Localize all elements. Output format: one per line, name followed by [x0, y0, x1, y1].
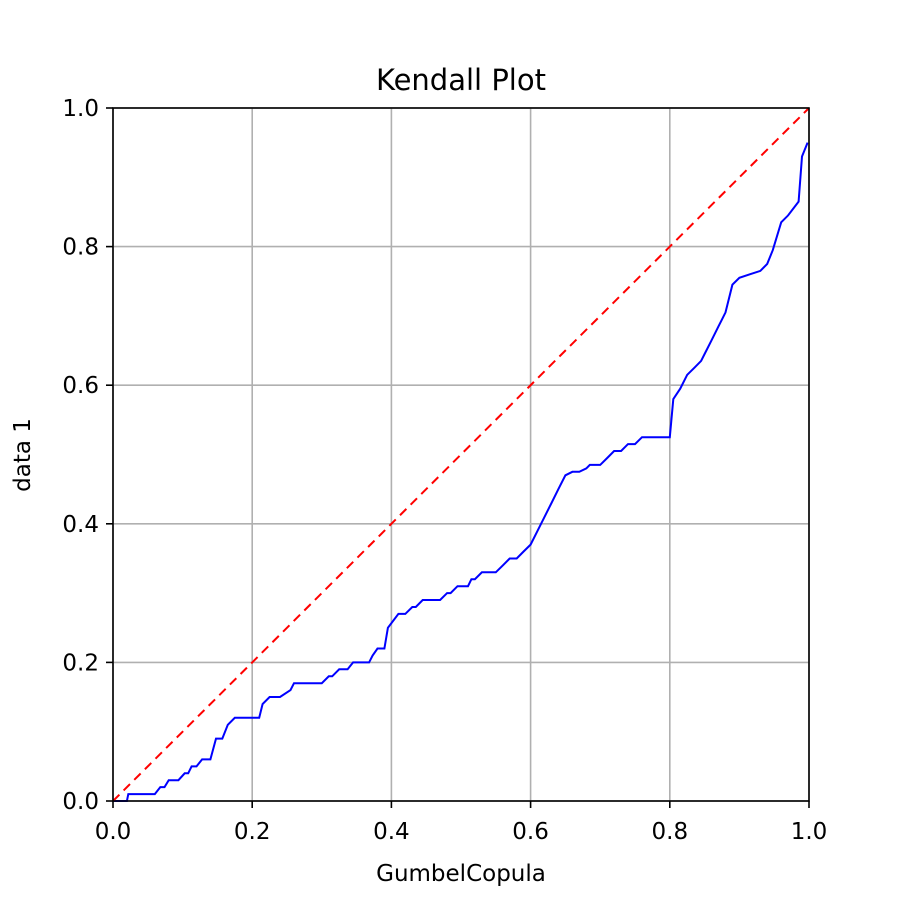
reference-diagonal-line [112, 107, 810, 802]
y-axis-label: data 1 [10, 418, 36, 492]
x-tick-label: 0.0 [95, 819, 132, 845]
y-axis-ticks: 0.0 0.2 0.4 0.6 0.8 1.0 [62, 96, 113, 815]
y-tick-label: 0.2 [62, 650, 99, 676]
series-line-data [113, 142, 809, 802]
chart-title: Kendall Plot [376, 63, 546, 97]
x-axis-label: GumbelCopula [376, 861, 546, 887]
axes-frame [112, 107, 810, 802]
y-tick-label: 0.6 [62, 373, 99, 399]
x-axis-ticks: 0.0 0.2 0.4 0.6 0.8 1.0 [95, 801, 828, 845]
y-tick-label: 1.0 [62, 96, 99, 122]
y-tick-label: 0.4 [62, 512, 99, 538]
x-tick-label: 0.8 [652, 819, 689, 845]
x-tick-label: 1.0 [791, 819, 828, 845]
x-tick-label: 0.4 [373, 819, 410, 845]
y-tick-label: 0.8 [62, 235, 99, 261]
x-tick-label: 0.6 [512, 819, 549, 845]
y-tick-label: 0.0 [62, 789, 99, 815]
x-tick-label: 0.2 [234, 819, 271, 845]
